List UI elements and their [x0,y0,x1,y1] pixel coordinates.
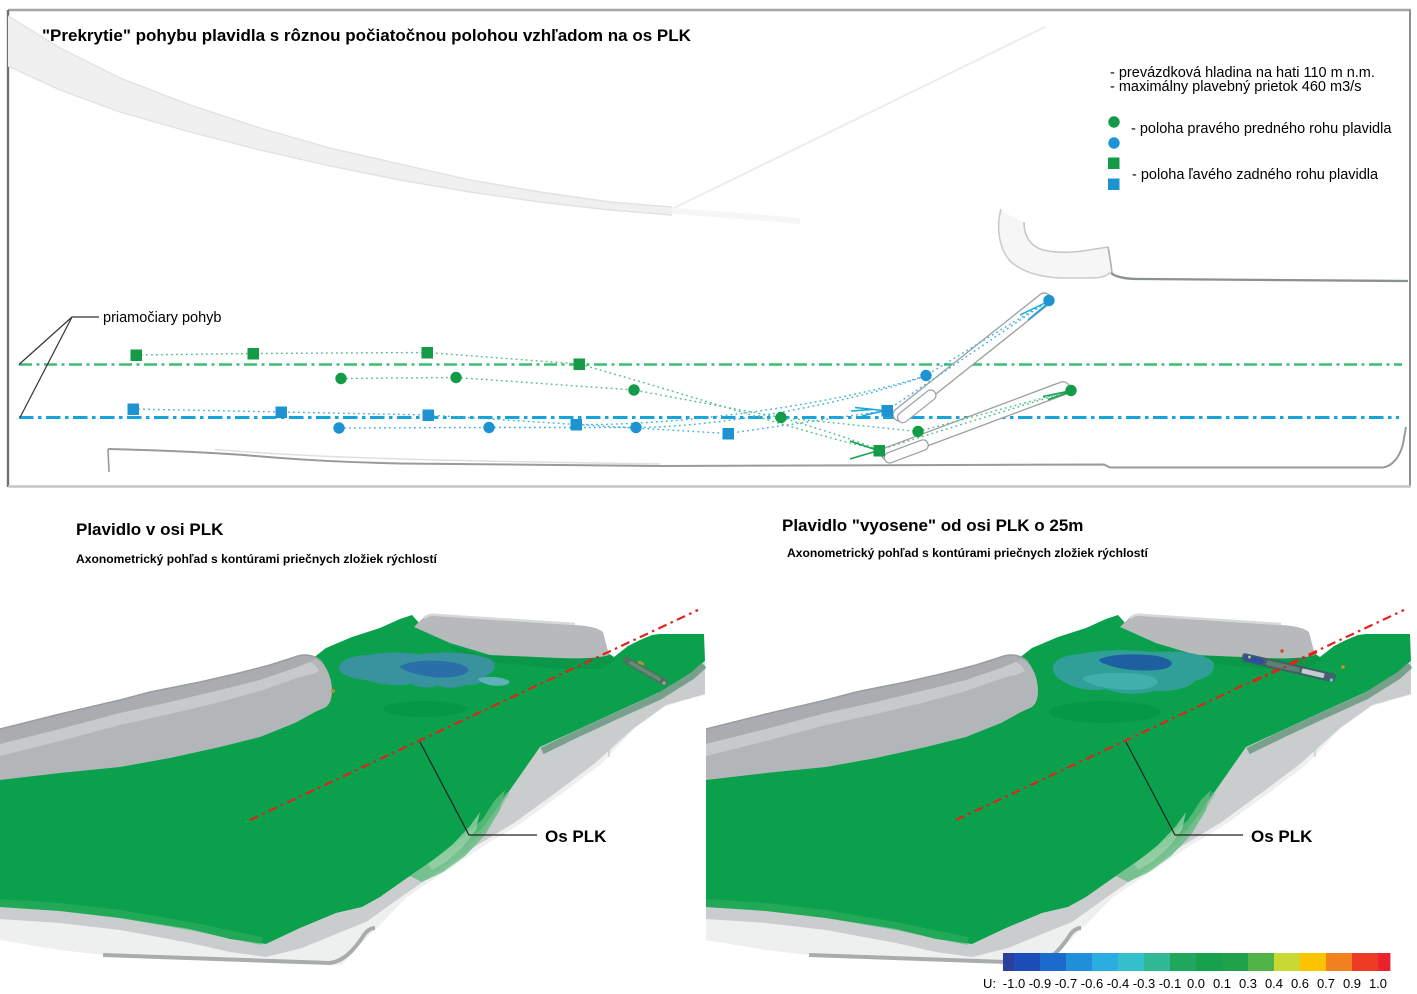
svg-text:- maximálny plavebný prietok 4: - maximálny plavebný prietok 460 m3/s [1110,79,1361,95]
svg-text:Axonometrický pohľad s kontúra: Axonometrický pohľad s kontúrami priečny… [76,552,437,566]
svg-text:-0.4: -0.4 [1107,976,1129,991]
svg-text:Plavidlo "vyosene" od osi PLK: Plavidlo "vyosene" od osi PLK o 25m [782,516,1083,535]
svg-text:0.9: 0.9 [1343,976,1361,991]
svg-text:0.4: 0.4 [1265,976,1283,991]
svg-text:- poloha pravého predného rohu: - poloha pravého predného rohu plavidla [1131,121,1392,137]
svg-text:-0.3: -0.3 [1133,976,1155,991]
svg-text:0.7: 0.7 [1317,976,1335,991]
svg-text:Axonometrický pohľad s kontúra: Axonometrický pohľad s kontúrami priečny… [787,546,1148,560]
svg-text:0.3: 0.3 [1239,976,1257,991]
svg-text:1.0: 1.0 [1369,976,1387,991]
svg-text:Plavidlo v osi PLK: Plavidlo v osi PLK [76,520,224,539]
svg-text:-0.9: -0.9 [1029,976,1051,991]
svg-text:- poloha ľavého zadného rohu p: - poloha ľavého zadného rohu plavidla [1132,167,1379,183]
svg-text:-0.7: -0.7 [1055,976,1077,991]
svg-text:priamočiary pohyb: priamočiary pohyb [103,310,221,326]
svg-text:0.0: 0.0 [1187,976,1205,991]
svg-text:-0.1: -0.1 [1159,976,1181,991]
svg-text:U:: U: [983,976,996,991]
svg-text:-1.0: -1.0 [1003,976,1025,991]
svg-text:0.1: 0.1 [1213,976,1231,991]
svg-text:- prevázdková hladina na hati: - prevázdková hladina na hati 110 m n.m. [1110,65,1375,81]
svg-text:-0.6: -0.6 [1081,976,1103,991]
svg-text:0.6: 0.6 [1291,976,1309,991]
svg-text:"Prekrytie" pohybu plavidla s: "Prekrytie" pohybu plavidla s rôznou poč… [42,26,692,45]
